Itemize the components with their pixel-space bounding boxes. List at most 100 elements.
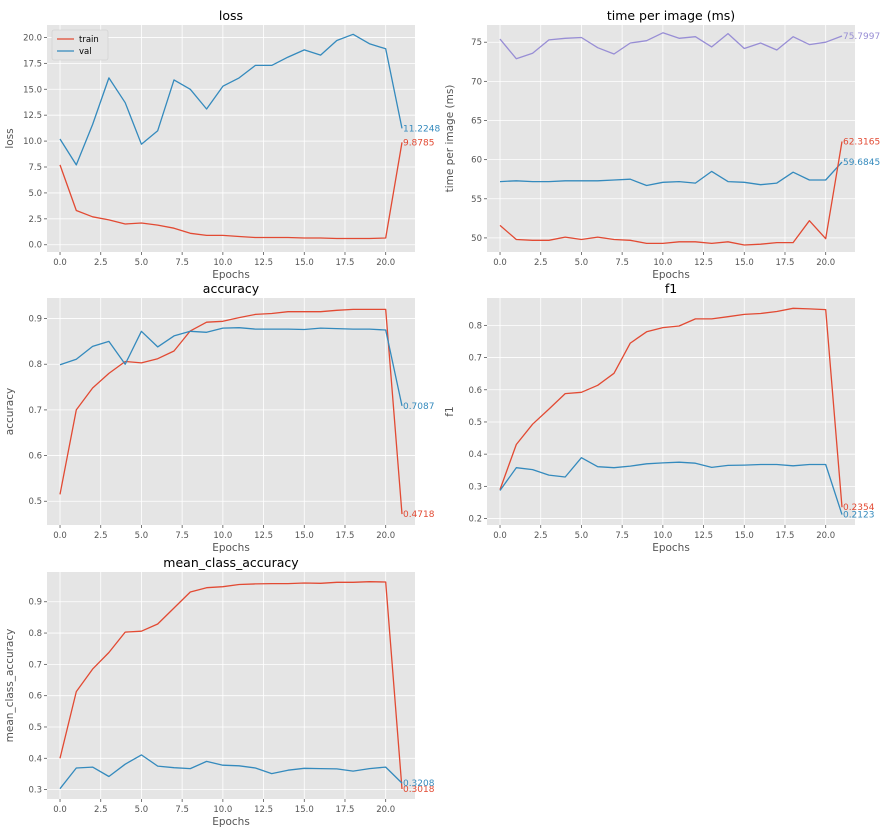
x-tick-label: 15.0 xyxy=(295,531,314,541)
end-value-label: 0.3018 xyxy=(403,785,435,795)
x-axis-label: Epochs xyxy=(652,269,690,281)
y-tick-label: 0.5 xyxy=(28,723,42,733)
x-tick-label: 0.0 xyxy=(53,531,67,541)
x-axis-label: Epochs xyxy=(212,542,250,554)
x-tick-label: 17.5 xyxy=(336,531,355,541)
x-tick-label: 15.0 xyxy=(735,258,754,268)
x-tick-label: 12.5 xyxy=(694,258,713,268)
y-tick-label: 0.5 xyxy=(28,497,42,507)
y-tick-label: 0.5 xyxy=(468,418,482,428)
y-tick-label: 2.5 xyxy=(28,215,42,225)
x-tick-label: 5.0 xyxy=(135,531,149,541)
end-value-label: 0.7087 xyxy=(403,402,435,412)
x-tick-label: 17.5 xyxy=(336,258,355,268)
subplot-f1: 0.0 2.5 5.0 7.5 10.0 12.5 15.0 17.5 20.0 0.2 0.3 0.… xyxy=(444,281,875,554)
subplot-title: accuracy xyxy=(203,281,260,296)
x-tick-label: 7.5 xyxy=(175,258,189,268)
series-line-train xyxy=(59,308,403,515)
series-line-train xyxy=(499,307,843,508)
x-tick-label: 0.0 xyxy=(53,258,67,268)
subplot-title: time per image (ms) xyxy=(607,8,735,23)
y-tick-label: 0.3 xyxy=(468,482,482,492)
subplot-loss: 0.0 2.5 5.0 7.5 10.0 12.5 15.0 17.5 20.0 0.0 2.5 5.… xyxy=(4,8,440,281)
x-tick-label: 20.0 xyxy=(816,531,835,541)
series-line-series-0 xyxy=(499,32,843,60)
x-tick-label: 7.5 xyxy=(615,531,629,541)
y-tick-label: 60 xyxy=(471,156,482,166)
series-line-val xyxy=(499,457,843,515)
y-tick-label: 55 xyxy=(471,195,482,205)
x-axis-label: Epochs xyxy=(652,542,690,554)
y-tick-label: 0.6 xyxy=(468,386,482,396)
x-tick-label: 7.5 xyxy=(175,531,189,541)
x-tick-label: 20.0 xyxy=(376,805,395,815)
x-tick-label: 2.5 xyxy=(94,531,108,541)
x-tick-label: 10.0 xyxy=(213,805,232,815)
x-tick-label: 20.0 xyxy=(816,258,835,268)
end-value-label: 62.3165 xyxy=(843,138,880,148)
x-axis-label: Epochs xyxy=(212,269,250,281)
x-tick-label: 17.5 xyxy=(336,805,355,815)
y-tick-label: 0.9 xyxy=(28,315,42,325)
y-tick-label: 0.8 xyxy=(468,321,482,331)
x-tick-label: 7.5 xyxy=(175,805,189,815)
series-line-val xyxy=(59,754,403,790)
series-line-series-2 xyxy=(499,141,843,246)
end-value-label: 9.8785 xyxy=(403,138,435,148)
plot-area xyxy=(47,572,415,799)
y-tick-label: 17.5 xyxy=(23,59,42,69)
x-tick-label: 0.0 xyxy=(53,805,67,815)
legend-entry-val: val xyxy=(79,47,92,57)
y-tick-label: 75 xyxy=(471,38,482,48)
subplot-mean-class-accuracy: 0.0 2.5 5.0 7.5 10.0 12.5 15.0 17.5 20.0 0.3 0.4 0.… xyxy=(4,555,435,828)
x-tick-label: 20.0 xyxy=(376,531,395,541)
x-tick-label: 12.5 xyxy=(694,531,713,541)
x-axis-label: Epochs xyxy=(212,816,250,828)
y-axis-label: accuracy xyxy=(4,388,16,435)
y-tick-label: 0.7 xyxy=(468,354,482,364)
x-tick-label: 2.5 xyxy=(94,805,108,815)
y-tick-label: 50 xyxy=(471,234,482,244)
x-tick-label: 5.0 xyxy=(135,805,149,815)
x-tick-label: 12.5 xyxy=(254,805,273,815)
y-tick-label: 65 xyxy=(471,116,482,126)
end-value-label: 11.2248 xyxy=(403,124,440,134)
y-tick-label: 12.5 xyxy=(23,111,42,121)
series-line-val xyxy=(59,33,403,166)
y-axis-label: f1 xyxy=(444,406,456,416)
x-tick-label: 5.0 xyxy=(575,258,589,268)
y-tick-label: 7.5 xyxy=(28,163,42,173)
y-tick-label: 0.6 xyxy=(28,452,42,462)
x-tick-label: 7.5 xyxy=(615,258,629,268)
y-tick-label: 0.8 xyxy=(28,629,42,639)
y-tick-label: 20.0 xyxy=(23,33,42,43)
x-tick-label: 15.0 xyxy=(735,531,754,541)
x-tick-label: 10.0 xyxy=(213,531,232,541)
y-axis-label: mean_class_accuracy xyxy=(4,629,16,743)
x-tick-label: 0.0 xyxy=(493,258,507,268)
y-tick-label: 15.0 xyxy=(23,85,42,95)
end-value-label: 0.4718 xyxy=(403,510,435,520)
x-tick-label: 5.0 xyxy=(575,531,589,541)
end-value-label: 0.3208 xyxy=(403,779,435,789)
x-tick-label: 17.5 xyxy=(776,258,795,268)
x-tick-label: 12.5 xyxy=(254,258,273,268)
y-tick-label: 0.3 xyxy=(28,786,42,796)
x-tick-label: 10.0 xyxy=(653,258,672,268)
subplot-title: f1 xyxy=(665,281,677,296)
x-tick-label: 20.0 xyxy=(376,258,395,268)
y-tick-label: 5.0 xyxy=(28,189,42,199)
x-tick-label: 12.5 xyxy=(254,531,273,541)
x-tick-label: 10.0 xyxy=(653,531,672,541)
plot-area xyxy=(47,298,415,525)
y-tick-label: 0.2 xyxy=(468,515,482,525)
y-tick-label: 0.0 xyxy=(28,241,42,251)
x-tick-label: 0.0 xyxy=(493,531,507,541)
y-tick-label: 0.8 xyxy=(28,360,42,370)
y-tick-label: 0.7 xyxy=(28,660,42,670)
x-tick-label: 2.5 xyxy=(534,258,548,268)
y-tick-label: 10.0 xyxy=(23,137,42,147)
y-tick-label: 70 xyxy=(471,77,482,87)
